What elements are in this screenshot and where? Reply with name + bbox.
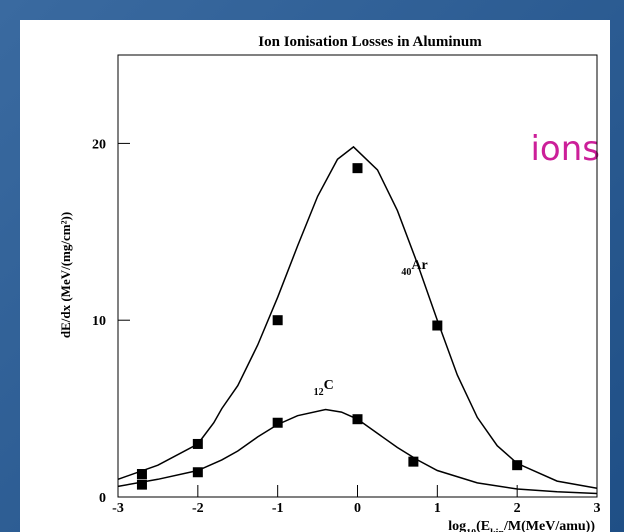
x-axis-label: log10(Ekin/M(MeV/amu)): [448, 519, 595, 532]
marker: [352, 414, 363, 425]
curve: [117, 145, 598, 489]
x-label-part: (E: [476, 519, 490, 532]
annotation-sub: 12: [314, 387, 324, 398]
marker: [192, 467, 203, 478]
note: ions: [530, 129, 600, 169]
x-tick-label: 3: [594, 501, 601, 516]
marker: [272, 417, 283, 428]
x-label-part: 10: [466, 528, 476, 532]
marker: [512, 460, 523, 471]
marker: [136, 469, 147, 480]
chart-title: Ion Ionisation Losses in Aluminum: [258, 34, 482, 50]
x-tick-label: -3: [112, 501, 124, 516]
y-axis-label: dE/dx (MeV/(mg/cm²)): [58, 212, 73, 338]
x-label-part: kin: [490, 528, 504, 532]
annotation: 40Ar: [401, 258, 427, 278]
x-tick-label: -1: [272, 501, 284, 516]
y-tick-label: 10: [92, 314, 106, 329]
annotation: 12C: [314, 378, 334, 398]
x-tick-label: 1: [434, 501, 441, 516]
x-label-part: log: [448, 519, 466, 532]
annotation-text: Ar: [411, 258, 427, 273]
y-tick-label: 20: [92, 137, 106, 152]
panel: [20, 20, 610, 532]
annotation-sub: 40: [401, 266, 411, 277]
marker: [192, 438, 203, 449]
marker: [352, 163, 363, 174]
marker: [136, 479, 147, 490]
x-label-part: /M(MeV/amu)): [503, 519, 595, 532]
curve: [117, 408, 598, 495]
x-tick-label: 0: [354, 501, 361, 516]
marker: [432, 320, 443, 331]
x-tick-label: -2: [192, 501, 204, 516]
marker: [272, 315, 283, 326]
y-tick-label: 0: [99, 491, 106, 506]
annotation-text: C: [324, 378, 334, 393]
marker: [408, 456, 419, 467]
x-tick-label: 2: [514, 501, 521, 516]
